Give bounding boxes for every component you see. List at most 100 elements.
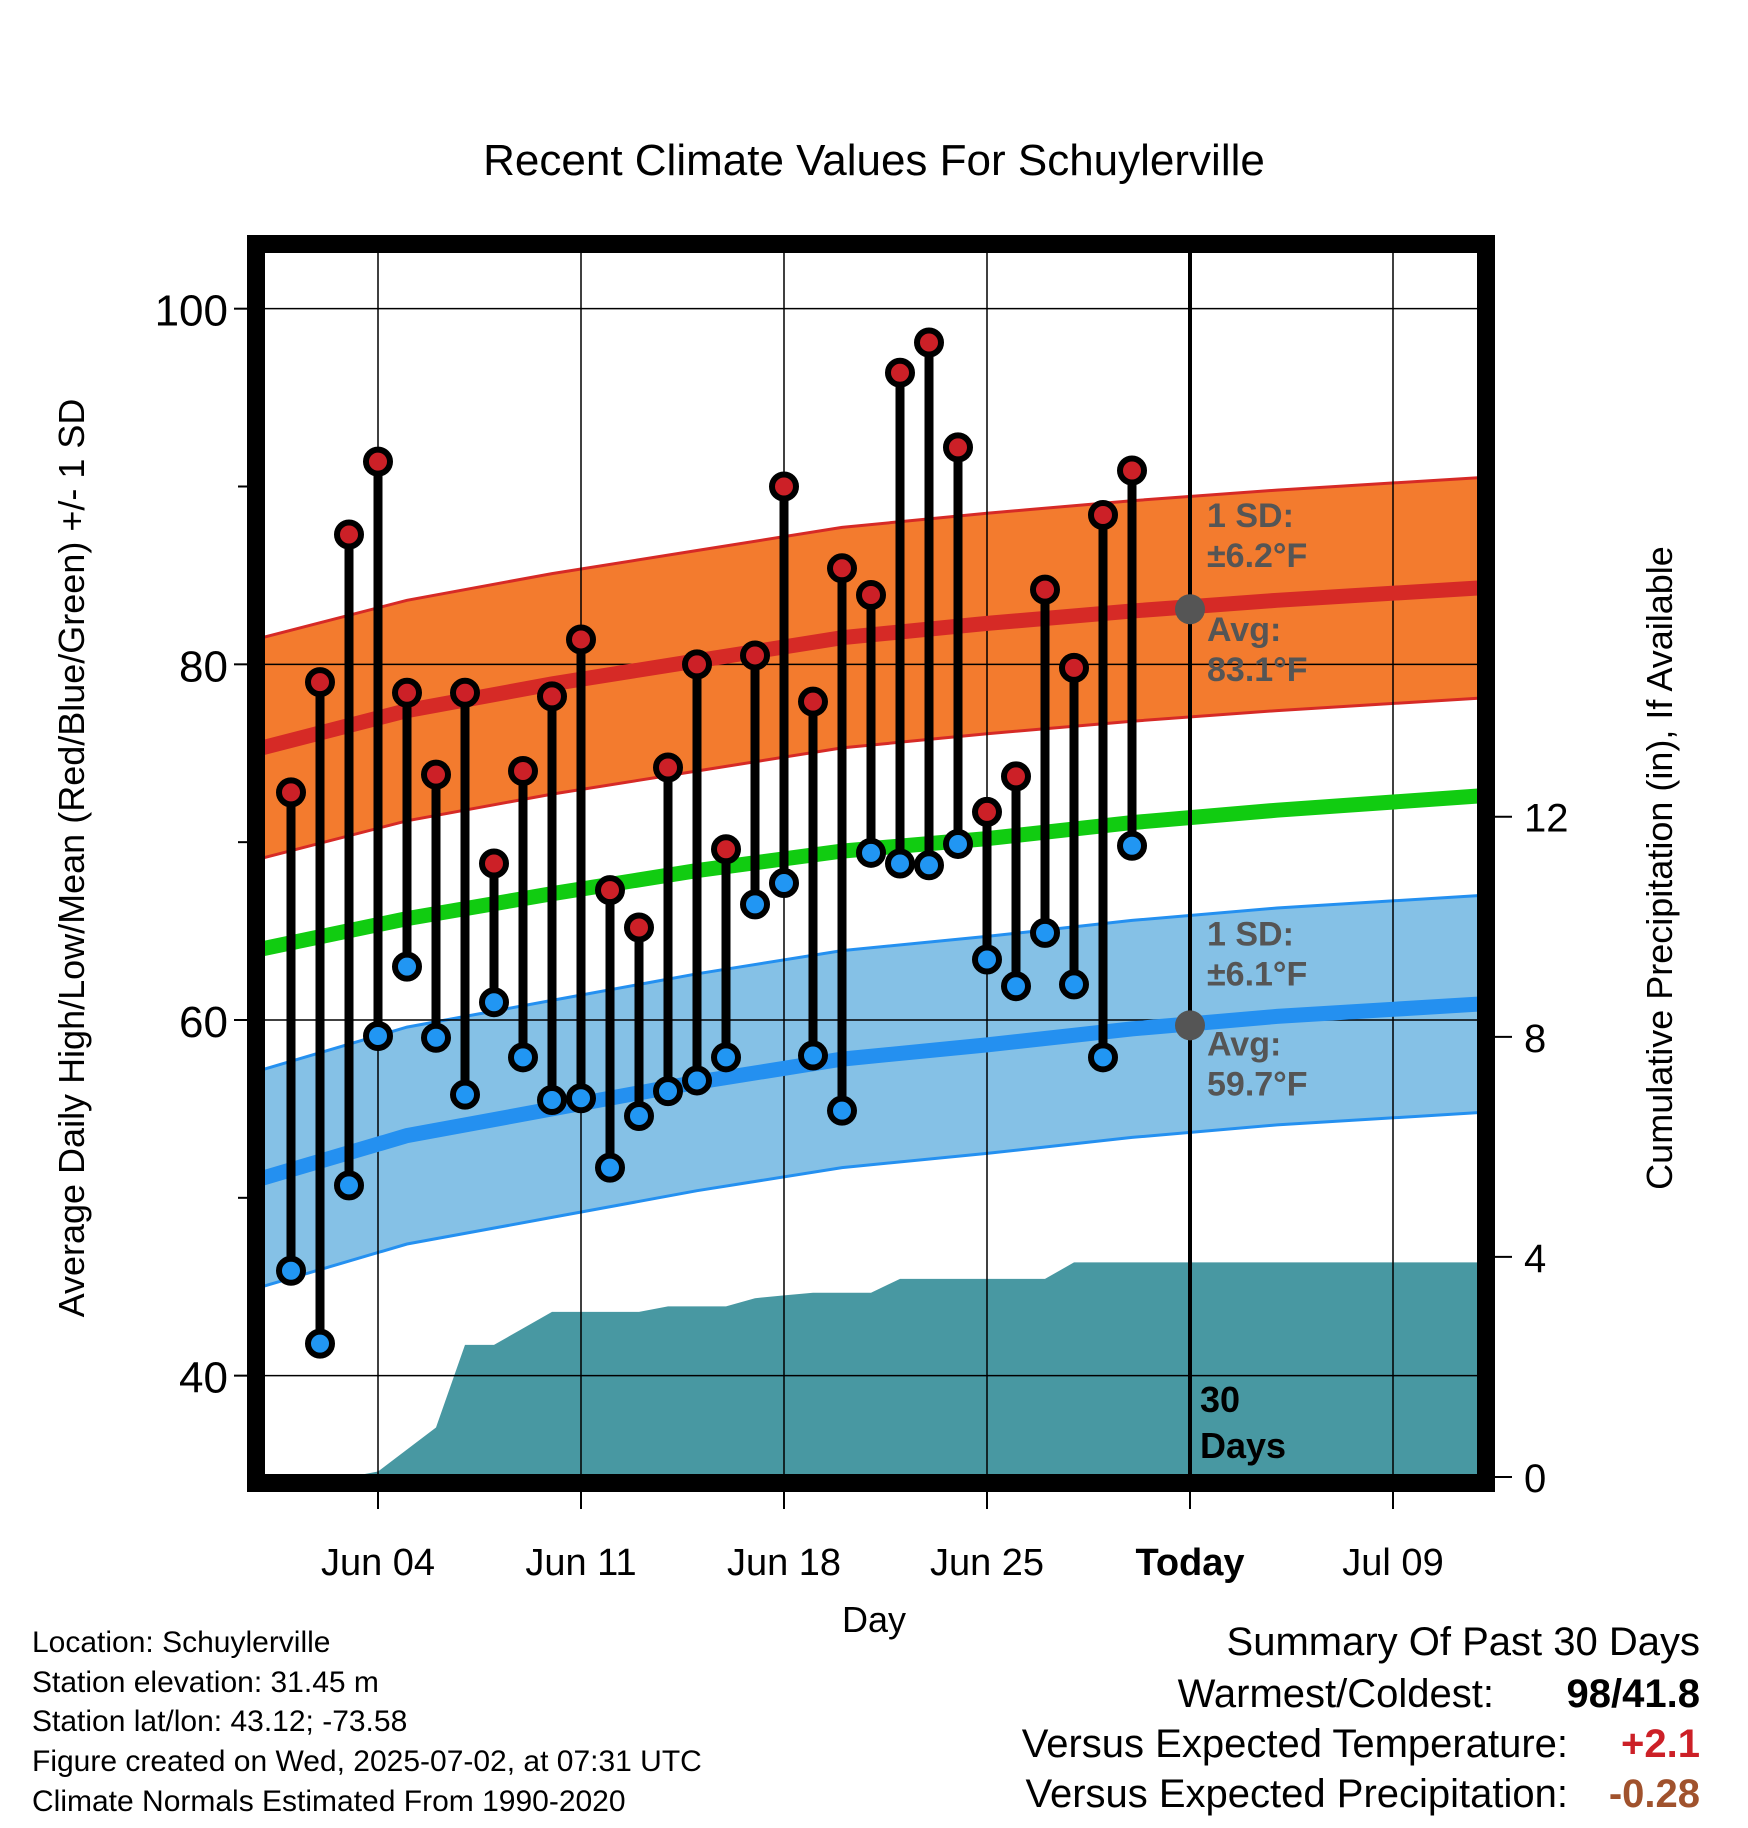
y-tick-label: 60 (179, 998, 228, 1047)
daily-low-point (595, 1152, 625, 1183)
y2-tick-label: 8 (1524, 1017, 1546, 1061)
daily-high-point (827, 553, 857, 584)
low-sd-lower-edge (261, 1111, 1481, 1289)
plot-frame (247, 235, 1495, 1492)
low-avg-label: Avg: (1207, 1025, 1281, 1063)
high-avg-value: 83.1°F (1207, 651, 1308, 689)
daily-low-point (740, 889, 770, 920)
summary-precip-value: -0.28 (1608, 1772, 1700, 1816)
daily-high-point (1059, 652, 1089, 683)
y-axis-label: Average Daily High/Low/Mean (Red/Blue/Gr… (51, 399, 92, 1318)
daily-high-point (363, 446, 393, 477)
x-tick-label: Jun 04 (321, 1542, 435, 1584)
daily-high-point (769, 471, 799, 502)
daily-high-point (421, 759, 451, 790)
high-avg-label: Avg: (1207, 611, 1281, 649)
today-low-avg-marker (1175, 1010, 1205, 1041)
daily-low-point (363, 1020, 393, 1051)
low-sd-band (262, 895, 1480, 1287)
summary-warm-cold-label: Warmest/Coldest: (1177, 1672, 1494, 1716)
daily-low-point (827, 1095, 857, 1126)
high-sd-value: ±6.2°F (1207, 537, 1307, 575)
daily-low-point (392, 951, 422, 982)
low-sd-value: ±6.1°F (1207, 955, 1307, 993)
footer-location: Location: Schuylerville (32, 1626, 331, 1659)
footer-normals: Climate Normals Estimated From 1990-2020 (32, 1785, 626, 1818)
footer-latlon: Station lat/lon: 43.12; -73.58 (32, 1705, 408, 1738)
daily-low-point (508, 1042, 538, 1073)
x-axis-label: Day (842, 1599, 906, 1640)
summary-temp-label: Versus Expected Temperature: (1021, 1722, 1568, 1766)
daily-low-point (421, 1022, 451, 1053)
daily-low-point (885, 848, 915, 879)
daily-high-point (972, 796, 1002, 827)
period-label-unit: Days (1200, 1425, 1286, 1466)
daily-high-point (653, 752, 683, 783)
y-tick-label: 80 (179, 642, 228, 691)
high-sd-label: 1 SD: (1207, 497, 1294, 535)
summary-warmest-value: 98 (1566, 1672, 1612, 1716)
summary-title: Summary Of Past 30 Days (1226, 1620, 1700, 1664)
daily-low-point (450, 1079, 480, 1110)
x-tick-label: Jun 18 (727, 1542, 841, 1584)
daily-high-point (798, 686, 828, 717)
daily-high-point (305, 667, 335, 698)
summary-precip-label: Versus Expected Precipitation: (1025, 1772, 1568, 1816)
daily-low-point (769, 868, 799, 899)
daily-low-point (1059, 969, 1089, 1000)
daily-high-point (450, 677, 480, 708)
daily-low-point (1117, 830, 1147, 861)
daily-low-point (1088, 1042, 1118, 1073)
y-tick-label: 40 (179, 1354, 228, 1403)
daily-high-point (624, 912, 654, 943)
daily-high-point (479, 848, 509, 879)
daily-high-point (885, 357, 915, 388)
x-tick-label: Jul 09 (1342, 1542, 1443, 1584)
footer-created: Figure created on Wed, 2025-07-02, at 07… (32, 1745, 702, 1778)
low-avg-value: 59.7°F (1207, 1065, 1308, 1103)
daily-high-point (392, 677, 422, 708)
daily-low-point (798, 1040, 828, 1071)
daily-high-point (740, 640, 770, 671)
daily-low-point (711, 1042, 741, 1073)
daily-high-point (276, 777, 306, 808)
daily-low-point (943, 828, 973, 859)
daily-low-point (537, 1085, 567, 1116)
daily-high-point (1117, 455, 1147, 486)
daily-low-point (653, 1076, 683, 1107)
daily-high-point (711, 834, 741, 865)
daily-high-point (914, 327, 944, 358)
daily-low-point (566, 1083, 596, 1114)
x-tick-label: Jun 25 (930, 1542, 1044, 1584)
y2-axis-label: Cumulative Precipitation (in), If Availa… (1639, 546, 1680, 1190)
precip-area (291, 1262, 1480, 1477)
daily-low-point (305, 1328, 335, 1359)
daily-high-point (537, 681, 567, 712)
daily-high-point (1030, 574, 1060, 605)
daily-high-point (508, 756, 538, 787)
summary-warm-cold-value: 98/41.8 (1567, 1672, 1700, 1717)
y-tick-label: 100 (155, 287, 228, 336)
daily-high-point (856, 579, 886, 610)
daily-low-point (972, 944, 1002, 975)
x-tick-label: Today (1135, 1542, 1244, 1584)
summary-coldest-value: /41.8 (1611, 1672, 1700, 1716)
daily-high-point (682, 649, 712, 680)
daily-high-point (595, 875, 625, 906)
daily-high-point (943, 432, 973, 463)
high-sd-upper-edge (261, 476, 1481, 640)
daily-low-point (1030, 917, 1060, 948)
daily-low-point (1001, 971, 1031, 1002)
footer-elevation: Station elevation: 31.45 m (32, 1666, 379, 1699)
daily-high-point (334, 519, 364, 550)
daily-high-point (1001, 761, 1031, 792)
period-label-number: 30 (1200, 1379, 1240, 1420)
summary-temp-value: +2.1 (1621, 1722, 1700, 1766)
daily-low-point (479, 987, 509, 1018)
daily-low-point (682, 1065, 712, 1096)
y2-tick-label: 0 (1524, 1457, 1546, 1501)
daily-low-point (856, 837, 886, 868)
y2-tick-label: 12 (1524, 797, 1569, 841)
today-high-avg-marker (1175, 594, 1205, 625)
